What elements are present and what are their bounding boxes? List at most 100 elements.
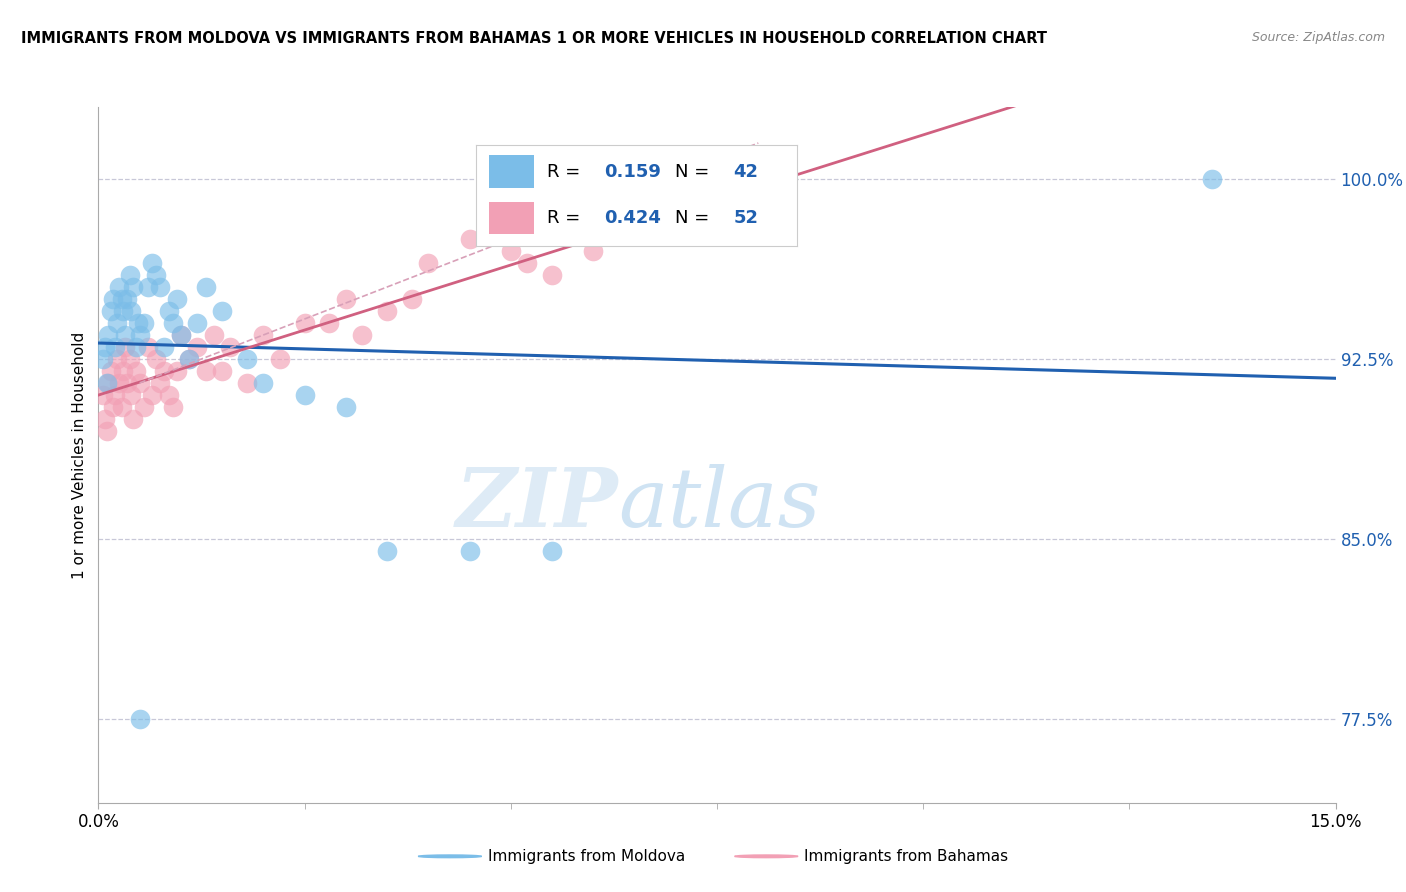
Text: N =: N = — [675, 209, 716, 227]
Point — [124, 340, 146, 354]
Point — [94, 412, 117, 426]
Point — [194, 364, 217, 378]
Point — [157, 388, 180, 402]
Point — [97, 328, 120, 343]
Point — [110, 400, 132, 414]
Text: R =: R = — [547, 209, 585, 227]
Point — [202, 328, 225, 343]
Point — [110, 292, 132, 306]
Point — [516, 256, 538, 270]
Text: N =: N = — [675, 162, 716, 180]
Point — [128, 328, 150, 343]
Point — [170, 328, 193, 343]
Point — [166, 292, 188, 306]
Point — [179, 351, 201, 366]
Text: Immigrants from Bahamas: Immigrants from Bahamas — [804, 849, 1008, 863]
Point — [136, 280, 159, 294]
Point — [105, 351, 128, 366]
Point — [499, 244, 522, 258]
Point — [132, 400, 155, 414]
Point — [194, 280, 217, 294]
Point — [186, 340, 208, 354]
FancyBboxPatch shape — [489, 155, 534, 187]
Point — [335, 400, 357, 414]
Point — [120, 388, 142, 402]
Point — [162, 400, 184, 414]
Point — [100, 364, 122, 378]
Point — [91, 388, 114, 402]
Point — [97, 376, 120, 390]
Circle shape — [419, 855, 481, 858]
Point — [112, 304, 135, 318]
Point — [157, 304, 180, 318]
Point — [103, 400, 125, 414]
Point — [582, 244, 605, 258]
Point — [105, 316, 128, 330]
Point — [335, 292, 357, 306]
Point — [211, 304, 233, 318]
Point — [122, 280, 145, 294]
Point — [124, 364, 146, 378]
Text: 0.424: 0.424 — [605, 209, 661, 227]
Point — [132, 316, 155, 330]
Point — [458, 544, 481, 558]
Point — [269, 351, 291, 366]
Point — [153, 364, 176, 378]
Point — [236, 351, 259, 366]
Point — [96, 376, 118, 390]
Point — [112, 364, 135, 378]
Point — [100, 304, 122, 318]
Point — [149, 376, 172, 390]
Point — [108, 376, 131, 390]
FancyBboxPatch shape — [489, 202, 534, 234]
Point — [91, 351, 114, 366]
Point — [1201, 172, 1223, 186]
Point — [352, 328, 374, 343]
Point — [96, 424, 118, 438]
Text: Source: ZipAtlas.com: Source: ZipAtlas.com — [1251, 31, 1385, 45]
Text: R =: R = — [547, 162, 585, 180]
Point — [122, 412, 145, 426]
Point — [186, 316, 208, 330]
Point — [120, 304, 142, 318]
Point — [145, 268, 167, 282]
Point — [145, 351, 167, 366]
Point — [141, 256, 163, 270]
Point — [458, 232, 481, 246]
Point — [153, 340, 176, 354]
Point — [127, 316, 149, 330]
Point — [541, 544, 564, 558]
Point — [118, 351, 141, 366]
Text: 42: 42 — [733, 162, 758, 180]
Point — [94, 340, 117, 354]
Text: IMMIGRANTS FROM MOLDOVA VS IMMIGRANTS FROM BAHAMAS 1 OR MORE VEHICLES IN HOUSEHO: IMMIGRANTS FROM MOLDOVA VS IMMIGRANTS FR… — [21, 31, 1047, 46]
Point — [236, 376, 259, 390]
Point — [162, 316, 184, 330]
Point — [141, 388, 163, 402]
Text: atlas: atlas — [619, 464, 821, 543]
Text: 0.159: 0.159 — [605, 162, 661, 180]
Point — [179, 351, 201, 366]
Point — [128, 376, 150, 390]
Point — [706, 196, 728, 211]
Point — [375, 304, 398, 318]
Point — [118, 268, 141, 282]
Point — [252, 376, 274, 390]
Point — [170, 328, 193, 343]
Point — [108, 280, 131, 294]
Point — [104, 340, 127, 354]
Point — [103, 292, 125, 306]
Point — [375, 544, 398, 558]
Point — [623, 219, 645, 234]
Point — [211, 364, 233, 378]
Point — [166, 364, 188, 378]
Point — [219, 340, 242, 354]
Point — [294, 388, 316, 402]
Point — [665, 208, 688, 222]
Point — [128, 712, 150, 726]
Point — [149, 280, 172, 294]
Point — [136, 340, 159, 354]
Text: 52: 52 — [733, 209, 758, 227]
Point — [104, 388, 127, 402]
Point — [114, 340, 136, 354]
